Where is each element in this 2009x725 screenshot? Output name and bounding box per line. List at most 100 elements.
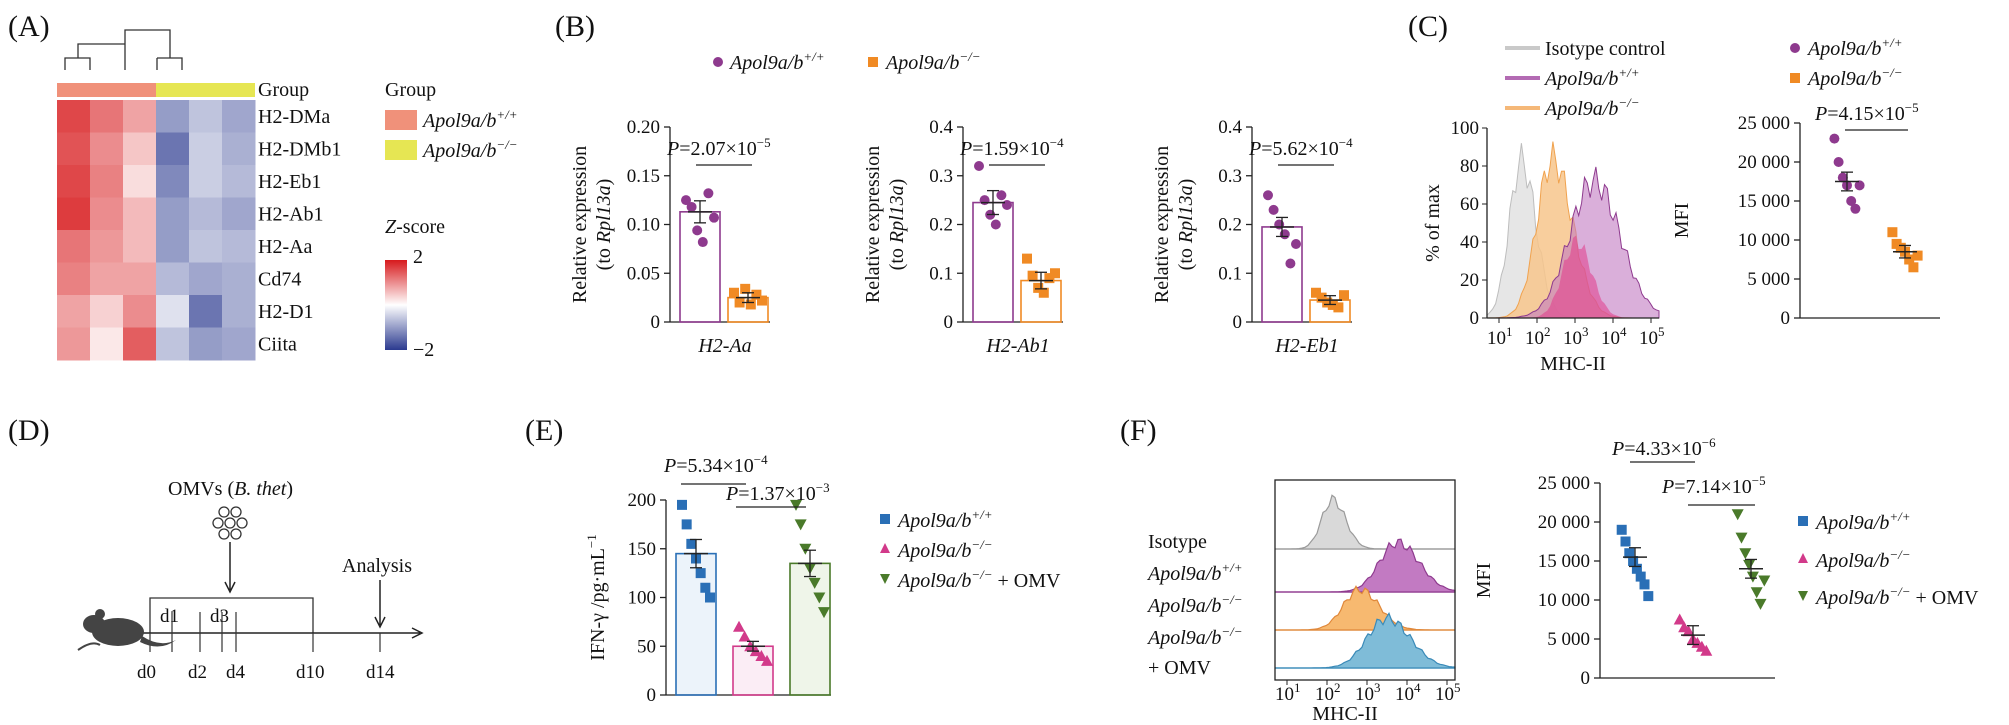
y-axis-label: Relative expression (to Rpl13a) bbox=[862, 146, 908, 303]
b-chart-h2-ab1: 0 0.1 0.2 0.3 0.4 P=1.59×10−4 H2-Ab1 Relative e… bbox=[862, 117, 1064, 357]
data-point bbox=[1912, 250, 1923, 261]
y-axis-label: MFI bbox=[1473, 563, 1495, 599]
e-chart: 0 50 100 150 200 P=5.34×10−4 P=1.37×10−3 IFN-γ … bbox=[584, 452, 831, 706]
f-mfi-chart: 0 5 000 10 000 15 000 20 000 25 000 P=4.33×10−… bbox=[1473, 435, 1775, 689]
heatmap-cell bbox=[189, 327, 223, 361]
p-value-2: P=1.37×10−3 bbox=[725, 480, 830, 505]
zscore-min: −2 bbox=[413, 339, 434, 361]
data-point bbox=[1279, 229, 1290, 240]
legend-swatch-wt bbox=[385, 110, 417, 130]
c-mfi-chart: 0 5 000 10 000 15 000 20 000 25 000 P=4.15×10−… bbox=[1671, 100, 1940, 329]
x-tick-label: 104 bbox=[1601, 324, 1627, 349]
heatmap-cell bbox=[222, 230, 256, 263]
y-tick-label: 0 bbox=[1581, 668, 1591, 689]
panel-label-f: (F) bbox=[1120, 414, 1157, 447]
panel-f: (F) 101 102 103 104 105 MHC-II Isotype Apol9a… bbox=[1120, 414, 1979, 725]
data-point bbox=[686, 538, 697, 549]
y-axis-label: Relative expression (to Rpl13a) bbox=[569, 146, 615, 303]
y-tick-label: 0 bbox=[651, 312, 661, 333]
data-point bbox=[808, 577, 821, 589]
data-point bbox=[790, 499, 802, 511]
data-point bbox=[705, 592, 715, 603]
legend-marker-ko bbox=[868, 57, 878, 67]
bar-fill bbox=[790, 563, 830, 695]
data-point bbox=[1854, 180, 1865, 191]
panel-label-e: (E) bbox=[525, 414, 563, 447]
heatmap-cell bbox=[57, 295, 91, 328]
heatmap-cell bbox=[90, 100, 124, 133]
y-tick-label: 0.10 bbox=[627, 215, 660, 236]
y-tick-label: 80 bbox=[1460, 156, 1479, 177]
f-legend: Apol9a/b+/+ Apol9a/b−/− Apol9a/b−/− + OM… bbox=[1798, 509, 1979, 609]
data-point bbox=[686, 201, 697, 212]
f-row-wt: Apol9a/b+/+ bbox=[1146, 560, 1243, 585]
hist-legend-isotype: Isotype control bbox=[1545, 38, 1666, 60]
mfi-legend-marker-ko bbox=[1790, 73, 1800, 83]
data-point bbox=[700, 582, 711, 593]
heatmap-cell bbox=[123, 197, 157, 231]
y-tick-label: 100 bbox=[1451, 118, 1480, 139]
heatmap-cell bbox=[90, 197, 124, 231]
hist-legend-wt: Apol9a/b+/+ bbox=[1543, 65, 1640, 90]
data-point bbox=[1635, 571, 1646, 582]
y-tick-label: 20 000 bbox=[1738, 152, 1790, 173]
heatmap-cell bbox=[222, 165, 256, 198]
heatmap-cell bbox=[189, 197, 223, 231]
data-point bbox=[709, 212, 719, 223]
y-tick-label: 0.3 bbox=[929, 166, 953, 187]
x-tick-label: 101 bbox=[1275, 680, 1301, 705]
legend-group-title: Group bbox=[385, 79, 436, 101]
p-value: P=5.62×10−4 bbox=[1248, 135, 1353, 160]
f-legend-ko: Apol9a/b−/− bbox=[1814, 547, 1911, 572]
y-axis-label: MFI bbox=[1671, 203, 1693, 239]
data-point bbox=[761, 654, 773, 666]
heatmap-cell bbox=[222, 262, 256, 296]
group-bar-wt bbox=[57, 83, 156, 97]
y-tick-label: 50 bbox=[637, 636, 656, 657]
f-legend-marker-ko bbox=[1798, 553, 1808, 563]
e-legend-marker-omv bbox=[880, 574, 890, 584]
e-legend: Apol9a/b+/+ Apol9a/b−/− Apol9a/b−/− + OM… bbox=[880, 507, 1061, 592]
data-point bbox=[738, 630, 751, 642]
data-point bbox=[745, 299, 756, 310]
y-tick-label: 0.1 bbox=[1218, 263, 1242, 284]
data-point bbox=[1624, 548, 1635, 559]
y-tick-label: 0.2 bbox=[1218, 215, 1242, 236]
legend-item-ko: Apol9a/b−/− bbox=[421, 137, 518, 162]
heatmap-cell bbox=[123, 100, 157, 133]
heatmap bbox=[57, 100, 256, 361]
mfi-legend-ko: Apol9a/b−/− bbox=[1806, 65, 1903, 90]
omv-label: OMVs (B. thet) bbox=[168, 478, 293, 500]
data-point bbox=[1739, 548, 1752, 560]
data-point bbox=[990, 219, 1001, 230]
data-point bbox=[979, 195, 990, 206]
legend-item-ko: Apol9a/b−/− bbox=[884, 49, 981, 74]
hist-curve-1 bbox=[1275, 538, 1456, 593]
y-tick-label: 0 bbox=[1781, 308, 1791, 329]
mouse-icon bbox=[77, 609, 176, 651]
heatmap-cell bbox=[90, 262, 124, 296]
legend-item-wt: Apol9a/b+/+ bbox=[728, 49, 825, 74]
y-tick-label: 0.1 bbox=[929, 263, 953, 284]
y-tick-label: 0 bbox=[1233, 312, 1243, 333]
y-tick-label: 0.15 bbox=[627, 166, 660, 187]
c-histogram: 0 20 40 60 80 100 101 102 103 104 105 MHC-II % of ma… bbox=[1422, 118, 1665, 375]
data-point bbox=[1616, 524, 1627, 535]
data-point bbox=[974, 161, 984, 171]
group-bar-ko bbox=[156, 83, 255, 97]
y-tick-label: 150 bbox=[628, 539, 657, 560]
timeline-box bbox=[149, 597, 314, 633]
data-point bbox=[751, 289, 762, 300]
legend-marker-wt bbox=[713, 57, 723, 67]
heatmap-cell bbox=[57, 132, 91, 166]
gene-label: H2-Eb1 bbox=[258, 171, 321, 193]
data-point bbox=[1904, 254, 1915, 265]
f-row-omv-line: + OMV bbox=[1148, 657, 1212, 679]
y-tick-label: 5 000 bbox=[1547, 629, 1590, 650]
analysis-arrow bbox=[374, 580, 386, 629]
e-legend-marker-ko bbox=[880, 543, 890, 553]
gene-label: H2-DMb1 bbox=[258, 139, 341, 161]
heatmap-cell bbox=[156, 100, 190, 133]
heatmap-cell bbox=[123, 262, 157, 296]
heatmap-cell bbox=[156, 197, 190, 231]
